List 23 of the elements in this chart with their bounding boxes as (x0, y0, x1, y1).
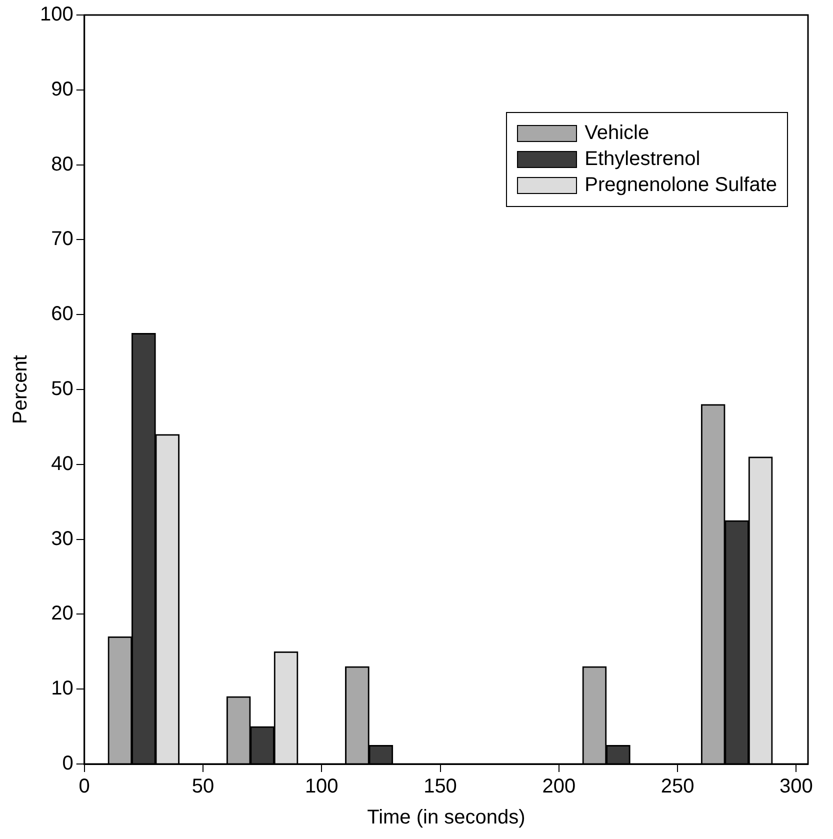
y-tick-label: 100 (40, 4, 74, 26)
y-tick-label: 70 (51, 228, 74, 250)
x-tick-label: 100 (304, 776, 338, 798)
y-tick-label: 30 (51, 528, 74, 550)
y-axis-title: Percent (10, 354, 32, 424)
y-tick-label: 90 (51, 78, 74, 100)
y-tick-label: 80 (51, 153, 74, 176)
y-tick-label: 60 (51, 303, 74, 326)
x-tick-label: 200 (542, 776, 576, 798)
legend-label: Vehicle (584, 122, 650, 146)
x-tick-label: 250 (660, 776, 694, 798)
x-tick-label: 50 (192, 776, 214, 798)
y-tick-label: 20 (51, 602, 74, 625)
legend-label: Ethylestrenol (584, 148, 700, 172)
y-tick-label: 40 (51, 452, 74, 475)
y-tick-label: 10 (51, 678, 74, 700)
legend-label: Pregnenolone Sulfate (584, 174, 777, 198)
x-axis-title: Time (in seconds) (367, 806, 526, 829)
y-tick-label: 0 (62, 752, 74, 775)
x-tick-label: 300 (779, 776, 813, 798)
x-tick-label: 0 (78, 776, 90, 798)
y-tick-label: 50 (51, 378, 74, 400)
x-tick-label: 150 (424, 776, 457, 798)
